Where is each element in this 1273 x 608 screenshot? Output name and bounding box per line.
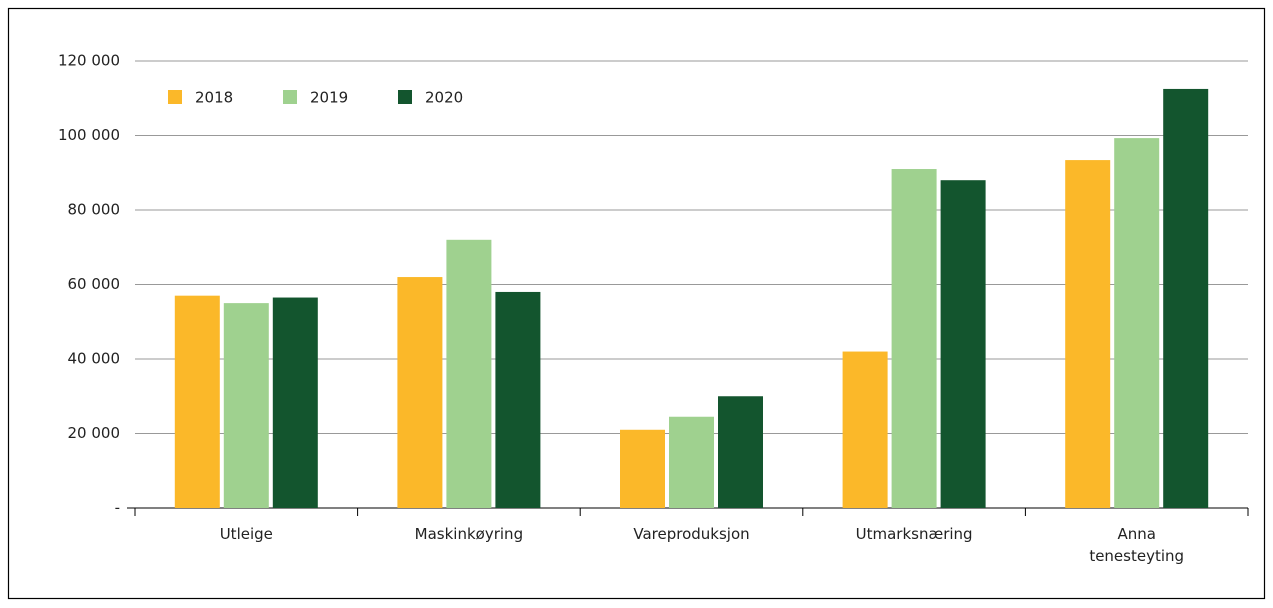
- y-tick-label: 80 000: [68, 201, 121, 219]
- bar: [1065, 160, 1111, 508]
- bar: [174, 295, 220, 508]
- y-tick-label: -: [115, 499, 120, 517]
- y-tick-label: 120 000: [58, 52, 120, 70]
- y-tick-label: 40 000: [68, 350, 121, 368]
- frame: [7, 7, 1266, 600]
- legend-label: 2020: [425, 89, 463, 107]
- legend-swatch: [283, 90, 297, 104]
- bar: [842, 351, 888, 508]
- bar: [718, 396, 763, 508]
- bar: [1163, 88, 1209, 508]
- bar: [397, 277, 443, 508]
- x-tick-label: Utmarksnæring: [855, 525, 973, 543]
- x-tick-label: Anna tenesteyting: [1089, 525, 1185, 565]
- x-tick-label: Maskinkøyring: [414, 525, 524, 543]
- bar: [272, 297, 318, 508]
- y-tick-label: 60 000: [68, 275, 121, 293]
- bar: [495, 291, 541, 508]
- bar: [669, 416, 714, 508]
- bar: [446, 239, 492, 509]
- bar: [940, 180, 986, 508]
- y-tick-label: 20 000: [68, 424, 121, 442]
- bar: [620, 429, 665, 508]
- legend-label: 2018: [195, 89, 233, 107]
- legend-swatch: [168, 90, 182, 104]
- y-tick-label: 100 000: [58, 126, 120, 144]
- legend-swatch: [398, 90, 412, 104]
- bar: [223, 303, 269, 508]
- legend-label: 2019: [310, 89, 348, 107]
- bar: [1114, 138, 1160, 509]
- x-tick-label: Utleige: [219, 525, 273, 543]
- bar: [891, 169, 937, 508]
- x-tick-label: Vareproduksjon: [633, 525, 750, 543]
